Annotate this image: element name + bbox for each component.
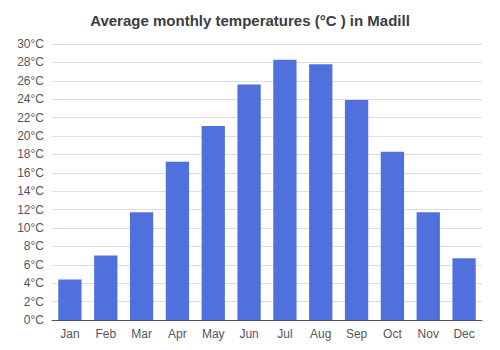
svg-text:Jun: Jun: [239, 327, 258, 341]
svg-text:4°C: 4°C: [24, 276, 44, 290]
svg-text:Nov: Nov: [418, 327, 439, 341]
svg-text:14°C: 14°C: [17, 184, 44, 198]
svg-text:16°C: 16°C: [17, 166, 44, 180]
svg-text:Mar: Mar: [131, 327, 152, 341]
svg-text:Apr: Apr: [168, 327, 187, 341]
svg-text:28°C: 28°C: [17, 55, 44, 69]
svg-text:24°C: 24°C: [17, 92, 44, 106]
svg-text:8°C: 8°C: [24, 239, 44, 253]
svg-text:Jul: Jul: [277, 327, 292, 341]
svg-text:0°C: 0°C: [24, 313, 44, 327]
svg-text:Jan: Jan: [60, 327, 79, 341]
svg-text:Aug: Aug: [310, 327, 331, 341]
svg-text:18°C: 18°C: [17, 147, 44, 161]
svg-text:20°C: 20°C: [17, 129, 44, 143]
svg-text:26°C: 26°C: [17, 74, 44, 88]
svg-text:Feb: Feb: [95, 327, 116, 341]
svg-text:6°C: 6°C: [24, 258, 44, 272]
svg-text:30°C: 30°C: [17, 37, 44, 51]
svg-text:Sep: Sep: [346, 327, 368, 341]
svg-text:May: May: [202, 327, 225, 341]
svg-text:2°C: 2°C: [24, 295, 44, 309]
svg-text:12°C: 12°C: [17, 203, 44, 217]
svg-text:Oct: Oct: [383, 327, 402, 341]
svg-text:Average monthly temperatures (: Average monthly temperatures (°C ) in Ma…: [90, 12, 410, 29]
svg-text:Dec: Dec: [453, 327, 474, 341]
svg-text:10°C: 10°C: [17, 221, 44, 235]
svg-text:22°C: 22°C: [17, 111, 44, 125]
